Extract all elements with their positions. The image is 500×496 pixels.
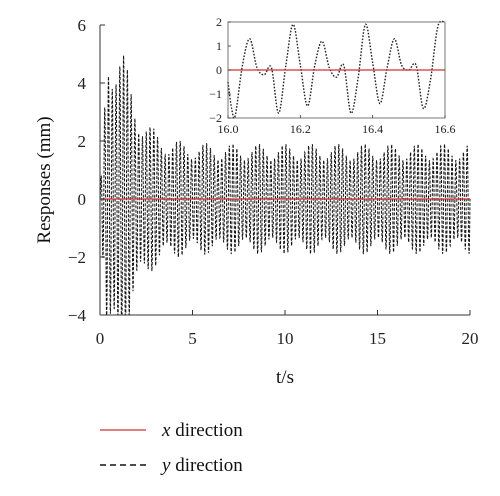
inset-plot: −2 −1 0 1 2 16.0 16.2 16.4 16.6	[209, 15, 455, 136]
x-tick-label: 15	[369, 329, 386, 348]
x-tick-label: 5	[188, 329, 197, 348]
y-tick-label: −2	[68, 248, 86, 267]
y-tick-label: −4	[68, 306, 87, 325]
legend-label: y direction	[160, 455, 243, 476]
inset-y-tick-label: 0	[216, 63, 222, 77]
inset-x-tick-label: 16.6	[435, 122, 456, 136]
legend-item-y-direction: y direction	[100, 455, 243, 476]
inset-y-tick-label: −2	[209, 111, 222, 125]
legend-item-x-direction: x direction	[100, 420, 243, 441]
x-axis-title: t/s	[276, 367, 294, 388]
inset-y-tick-label: −1	[209, 87, 222, 101]
y-axis-title: Responses (mm)	[34, 116, 55, 243]
y-tick-label: 6	[78, 16, 87, 35]
y-tick-label: 0	[78, 190, 87, 209]
inset-x-tick-label: 16.4	[362, 122, 383, 136]
inset-y-tick-label: 2	[216, 15, 222, 29]
legend-label: x direction	[161, 420, 243, 441]
x-tick-label: 20	[462, 329, 479, 348]
inset-x-tick-label: 16.2	[290, 122, 311, 136]
x-tick-label: 10	[277, 329, 294, 348]
x-tick-label: 0	[96, 329, 105, 348]
series-line-y-direction	[99, 55, 471, 316]
inset-y-tick-label: 1	[216, 39, 222, 53]
inset-x-tick-label: 16.0	[218, 122, 239, 136]
y-tick-label: 4	[78, 74, 87, 93]
legend: x direction y direction	[100, 420, 243, 476]
y-tick-label: 2	[78, 132, 87, 151]
